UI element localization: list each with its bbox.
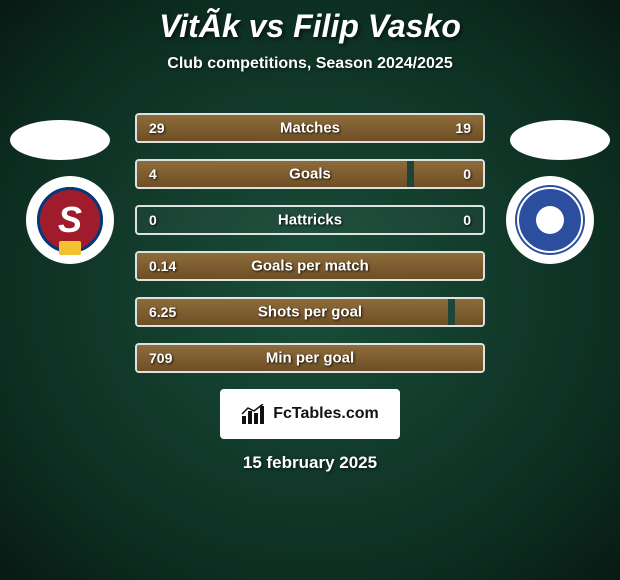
stat-label: Matches bbox=[280, 120, 340, 137]
stat-value-left: 4 bbox=[149, 166, 157, 182]
stat-value-right: 0 bbox=[463, 212, 471, 228]
comparison-card: VitÃ­k vs Filip Vasko Club competitions,… bbox=[0, 0, 620, 580]
stat-label: Shots per goal bbox=[258, 304, 362, 321]
stat-row: 709 Min per goal bbox=[135, 343, 485, 373]
stat-value-left: 0 bbox=[149, 212, 157, 228]
stat-label: Hattricks bbox=[278, 212, 342, 229]
stat-label: Min per goal bbox=[266, 350, 354, 367]
stat-label: Goals per match bbox=[251, 258, 369, 275]
team-badge-left: S bbox=[26, 176, 114, 264]
stat-value-left: 29 bbox=[149, 120, 165, 136]
team-badge-right bbox=[506, 176, 594, 264]
watermark: FcTables.com bbox=[220, 389, 400, 439]
player-photo-left bbox=[10, 120, 110, 160]
player-photo-right bbox=[510, 120, 610, 160]
page-title: VitÃ­k vs Filip Vasko bbox=[0, 8, 620, 45]
chart-icon bbox=[241, 404, 267, 424]
stat-value-right: 0 bbox=[463, 166, 471, 182]
stat-row: 4 Goals 0 bbox=[135, 159, 485, 189]
sparta-shield-icon: S bbox=[37, 187, 103, 253]
stat-bar-right bbox=[414, 161, 483, 187]
stat-row: 0.14 Goals per match bbox=[135, 251, 485, 281]
stat-value-right: 19 bbox=[455, 120, 471, 136]
stat-row: 0 Hattricks 0 bbox=[135, 205, 485, 235]
date-label: 15 february 2025 bbox=[0, 453, 620, 473]
stat-bar-left bbox=[137, 161, 407, 187]
stat-value-left: 709 bbox=[149, 350, 172, 366]
stat-value-left: 6.25 bbox=[149, 304, 176, 320]
stat-label: Goals bbox=[289, 166, 331, 183]
stat-list: 29 Matches 19 4 Goals 0 0 Hattricks 0 0.14 Goals p… bbox=[135, 113, 485, 373]
stat-row: 29 Matches 19 bbox=[135, 113, 485, 143]
stat-bar-right bbox=[455, 299, 483, 325]
stat-value-left: 0.14 bbox=[149, 258, 176, 274]
watermark-text: FcTables.com bbox=[273, 405, 379, 423]
slovacko-shield-icon bbox=[515, 185, 585, 255]
subtitle: Club competitions, Season 2024/2025 bbox=[0, 55, 620, 73]
stat-row: 6.25 Shots per goal bbox=[135, 297, 485, 327]
